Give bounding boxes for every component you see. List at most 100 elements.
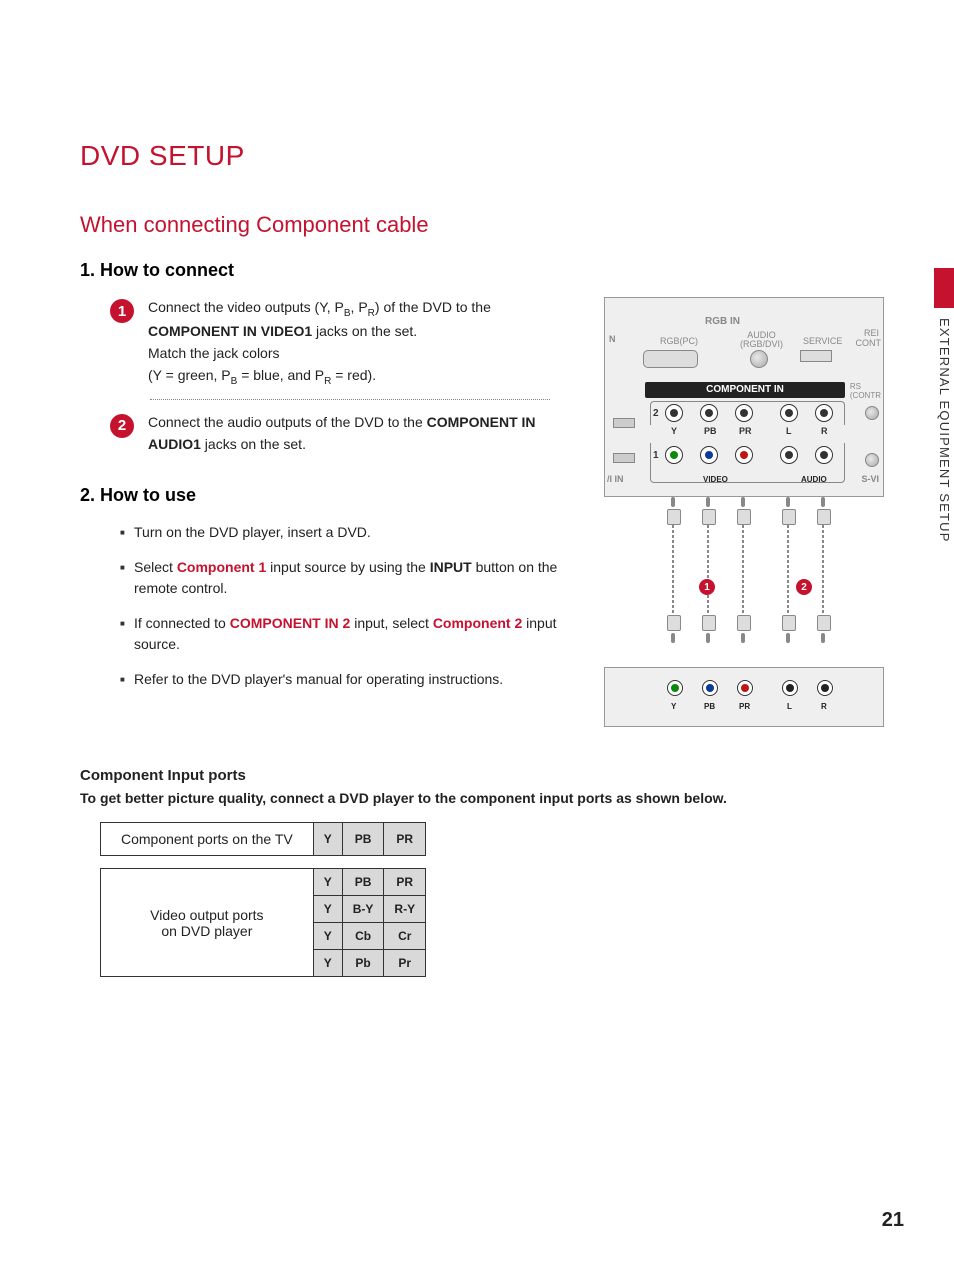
cable-icon (707, 525, 709, 615)
label-rs: RS(CONTR (850, 382, 881, 400)
cable-icon (787, 525, 789, 615)
list-item: If connected to COMPONENT IN 2 input, se… (120, 613, 584, 655)
table-cell: Y (313, 823, 342, 856)
t: = red). (331, 367, 376, 383)
dvd-label: PR (739, 702, 750, 711)
jack-l-2 (780, 404, 798, 422)
dvd-jack-pr (737, 680, 753, 696)
audio-jack-icon (750, 350, 768, 368)
table-cell: Pr (384, 950, 426, 977)
dvd-jack-r (817, 680, 833, 696)
t: R (368, 308, 375, 319)
t: Component 1 (177, 559, 266, 575)
t: ) of the DVD to the (375, 299, 491, 315)
label-rgb-in: RGB IN (705, 316, 740, 327)
t: input, select (350, 615, 433, 631)
t: Turn on the DVD player, insert a DVD. (134, 524, 371, 540)
t: jacks on the set. (201, 436, 306, 452)
t: Connect the audio outputs of the DVD to … (148, 414, 427, 430)
step-2-body: Connect the audio outputs of the DVD to … (148, 412, 584, 455)
cable-plug-icon (817, 615, 829, 643)
dvd-label: R (821, 702, 827, 711)
table-cell: Y (313, 950, 342, 977)
dvd-label: PB (704, 702, 715, 711)
cable-plug-icon (817, 497, 829, 525)
t: Refer to the DVD player's manual for ope… (134, 671, 503, 687)
how-to-use-list: Turn on the DVD player, insert a DVD. Se… (80, 522, 584, 690)
t: B (344, 308, 351, 319)
t: , P (351, 299, 368, 315)
jack-r-1 (815, 446, 833, 464)
jack-l-1 (780, 446, 798, 464)
row2-num: 2 (653, 408, 659, 419)
table-tv-label: Component ports on the TV (101, 823, 314, 856)
cable-plug-icon (702, 615, 714, 643)
label-video: VIDEO (703, 475, 728, 484)
dvd-back-panel: Y PB PR L R (604, 667, 884, 727)
table-cell: Pb (342, 950, 384, 977)
cable-icon (822, 525, 824, 615)
page-title: DVD SETUP (80, 140, 894, 172)
table-cell: Y (313, 896, 342, 923)
cable-icon (672, 525, 674, 615)
table-cell: PR (384, 823, 426, 856)
section-how-to-use: 2. How to use (80, 485, 584, 506)
step-divider (150, 399, 550, 400)
ports-description: To get better picture quality, connect a… (80, 790, 894, 806)
list-item: Refer to the DVD player's manual for ope… (120, 669, 584, 690)
table-cell: Cr (384, 923, 426, 950)
page-number: 21 (882, 1209, 904, 1232)
step-1: 1 Connect the video outputs (Y, PB, PR) … (80, 297, 584, 389)
jack-pr-2 (735, 404, 753, 422)
step-2: 2 Connect the audio outputs of the DVD t… (80, 412, 584, 455)
side-jack-icon (865, 406, 879, 420)
t: = blue, and P (237, 367, 324, 383)
cable-plug-icon (782, 615, 794, 643)
t: COMPONENT IN 2 (230, 615, 351, 631)
label-cont: CONT (856, 338, 882, 348)
t: If connected to (134, 615, 230, 631)
step-1-body: Connect the video outputs (Y, PB, PR) of… (148, 297, 584, 389)
t: Match the jack colors (148, 345, 280, 361)
t: Component 2 (433, 615, 522, 631)
table-cell: R-Y (384, 896, 426, 923)
slot-icon (613, 453, 635, 463)
t: INPUT (430, 559, 472, 575)
row1-num: 1 (653, 450, 659, 461)
table-cell: B-Y (342, 896, 384, 923)
dvd-label: L (787, 702, 792, 711)
label-service: SERVICE (803, 336, 842, 346)
cable-plug-icon (702, 497, 714, 525)
table-dvd-label: Video output portson DVD player (101, 869, 314, 977)
connection-diagram: N RGB IN RGB(PC) AUDIO(RGB/DVI) SERVICE … (604, 297, 884, 727)
jack-y-1 (665, 446, 683, 464)
tv-back-panel: N RGB IN RGB(PC) AUDIO(RGB/DVI) SERVICE … (604, 297, 884, 497)
label-audio-rgbdvi: AUDIO(RGB/DVI) (740, 331, 783, 349)
table-cell: PB (342, 823, 384, 856)
label-svi: S-VI (861, 474, 879, 484)
cable-icon (742, 525, 744, 615)
page-subtitle: When connecting Component cable (80, 212, 894, 238)
dvd-jack-y (667, 680, 683, 696)
label-pr: PR (739, 426, 752, 436)
jack-r-2 (815, 404, 833, 422)
jack-pb-1 (700, 446, 718, 464)
dvd-jack-pb (702, 680, 718, 696)
label-viin: /I IN (607, 474, 624, 484)
list-item: Select Component 1 input source by using… (120, 557, 584, 599)
label-l: L (786, 426, 792, 436)
component-in-label: COMPONENT IN (645, 382, 845, 398)
side-jack-icon (865, 453, 879, 467)
cable-plug-icon (737, 615, 749, 643)
table-cell: Cb (342, 923, 384, 950)
t: COMPONENT IN VIDEO1 (148, 323, 312, 339)
t: (Y = green, P (148, 367, 231, 383)
t: Connect the video outputs (Y, P (148, 299, 344, 315)
list-item: Turn on the DVD player, insert a DVD. (120, 522, 584, 543)
t: Select (134, 559, 177, 575)
label-y: Y (671, 426, 677, 436)
jack-y-2 (665, 404, 683, 422)
service-port-icon (800, 350, 832, 362)
cable-plug-icon (667, 615, 679, 643)
table-cell: PB (342, 869, 384, 896)
